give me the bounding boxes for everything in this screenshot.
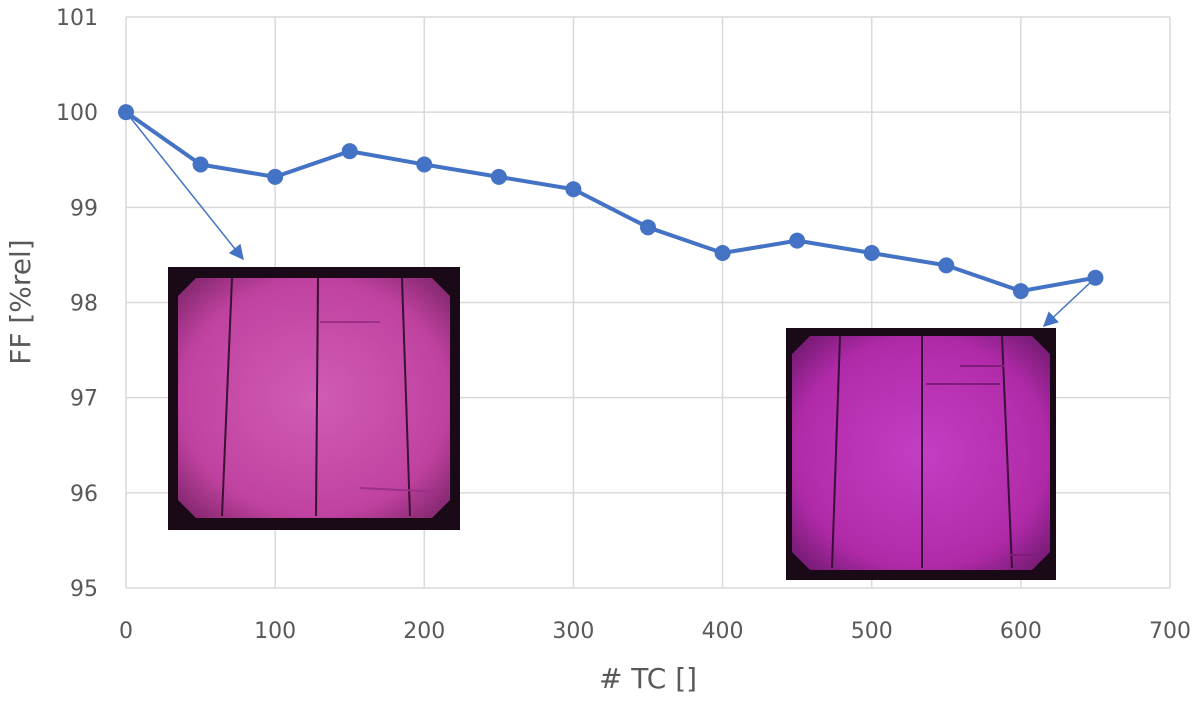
data-point <box>341 143 358 160</box>
data-point <box>118 104 134 121</box>
data-point <box>267 168 284 185</box>
x-tick-label: 100 <box>254 619 296 644</box>
data-point <box>640 219 656 236</box>
x-tick-label: 700 <box>1149 619 1191 644</box>
x-tick-label: 600 <box>1000 619 1042 644</box>
y-axis-tick-labels: 95 96 97 98 99 100 101 <box>56 6 98 602</box>
data-point <box>714 245 731 262</box>
arrow-to-initial-image <box>125 111 244 261</box>
el-image-initial <box>168 267 460 530</box>
el-image-final <box>786 328 1056 580</box>
data-point <box>416 156 433 173</box>
series-markers <box>118 104 1104 300</box>
x-axis-title: # TC [] <box>599 662 697 695</box>
x-tick-label: 0 <box>119 619 133 644</box>
y-tick-label: 101 <box>56 6 98 31</box>
x-tick-label: 400 <box>702 619 744 644</box>
x-tick-label: 200 <box>403 619 445 644</box>
x-tick-label: 300 <box>552 619 594 644</box>
data-point <box>863 245 880 262</box>
y-axis-title: FF [%rel] <box>4 239 37 364</box>
x-tick-label: 500 <box>851 619 893 644</box>
annotation-arrows <box>125 111 1096 328</box>
y-tick-label: 100 <box>56 101 98 126</box>
y-tick-label: 97 <box>70 387 98 412</box>
y-tick-label: 99 <box>70 196 98 221</box>
series-line <box>124 110 1096 294</box>
data-point <box>1087 269 1104 286</box>
data-point <box>565 181 582 198</box>
y-tick-label: 95 <box>70 577 98 602</box>
arrow-to-final-image <box>1042 277 1096 328</box>
data-point <box>1012 283 1029 300</box>
y-tick-label: 96 <box>70 482 98 507</box>
data-point <box>938 257 955 274</box>
data-point <box>192 156 209 173</box>
series-line-path <box>124 110 1096 294</box>
y-tick-label: 98 <box>70 292 98 317</box>
x-axis-tick-labels: 0 100 200 300 400 500 600 700 <box>119 619 1191 644</box>
data-point <box>789 232 806 249</box>
data-point <box>490 168 507 185</box>
